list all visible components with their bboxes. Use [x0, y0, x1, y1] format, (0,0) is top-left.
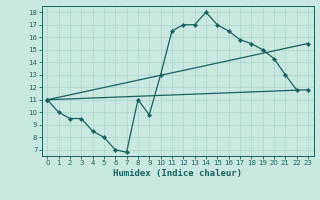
X-axis label: Humidex (Indice chaleur): Humidex (Indice chaleur) [113, 169, 242, 178]
